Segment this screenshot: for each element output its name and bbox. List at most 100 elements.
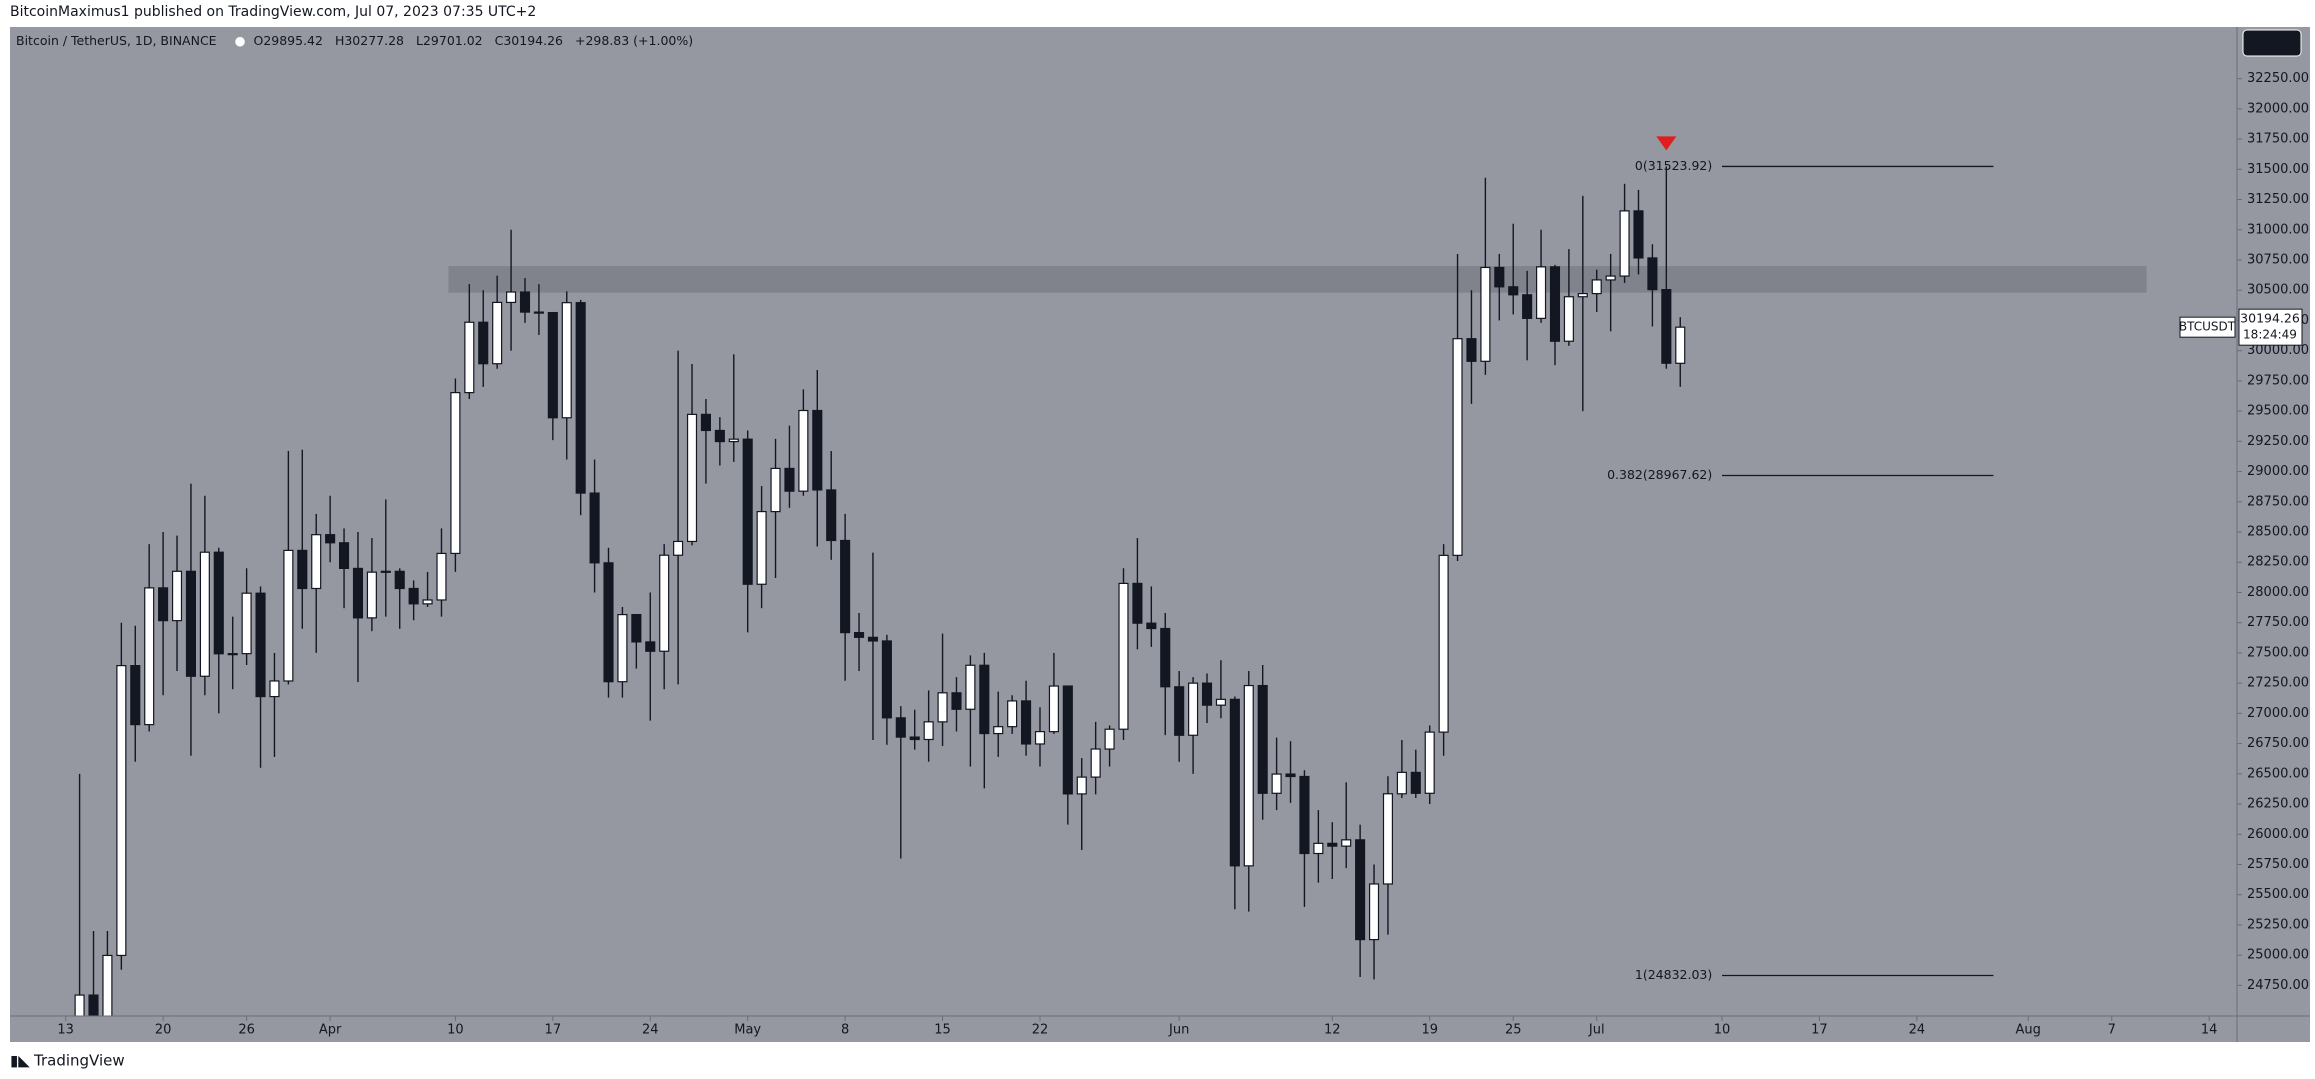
ohlc-value: 29895.42: [263, 33, 323, 48]
ohlc-label: O: [253, 33, 263, 48]
y-tick-label: 27250.00: [2247, 676, 2309, 691]
x-tick-label: 19: [1421, 1023, 1438, 1038]
candle-body: [1341, 839, 1352, 847]
candle-body: [394, 570, 405, 590]
candle-body: [352, 567, 364, 619]
y-tick-label: 30750.00: [2247, 252, 2309, 267]
y-tick-label: 30500.00: [2247, 283, 2309, 298]
bar-countdown: 18:24:49: [2243, 328, 2297, 342]
candle-body: [742, 438, 753, 585]
candle-body: [589, 492, 600, 564]
ohlc-value: 30277.28: [344, 33, 404, 48]
candle-body: [909, 736, 920, 741]
candle-body: [1229, 698, 1240, 867]
candle-body: [1201, 682, 1213, 706]
candle-body: [965, 664, 976, 710]
y-tick-label: 27500.00: [2247, 645, 2309, 660]
last-price-box: [2238, 308, 2303, 346]
x-tick-label: 14: [2201, 1023, 2218, 1038]
candle-body: [881, 640, 892, 719]
candle-body: [1438, 554, 1449, 733]
candle-body: [826, 489, 837, 542]
y-tick-label: 29250.00: [2247, 434, 2309, 449]
y-tick-label: 31500.00: [2247, 162, 2309, 177]
x-tick-label: Apr: [319, 1023, 342, 1038]
candle-body: [1327, 842, 1338, 847]
candle-body: [408, 587, 419, 605]
candle-body: [158, 587, 169, 622]
status-dot: ●: [235, 33, 246, 48]
candle-body: [617, 613, 628, 683]
candle-body: [659, 554, 670, 652]
candle-body: [1104, 728, 1115, 750]
candle-body: [1368, 883, 1380, 941]
candle-body: [673, 540, 684, 556]
candle-body: [1021, 700, 1032, 745]
candle-body: [533, 311, 544, 314]
x-tick-label: 22: [1032, 1023, 1049, 1038]
y-tick-label: 27000.00: [2247, 706, 2309, 721]
candle-body: [631, 613, 642, 643]
candle-body: [575, 302, 586, 494]
x-tick-label: Aug: [2016, 1023, 2041, 1038]
fib-label: 0(31523.92): [1635, 158, 1712, 173]
settings-button[interactable]: [2242, 29, 2302, 57]
candle-body: [102, 954, 113, 1016]
candle-body: [1118, 582, 1129, 730]
y-tick-label: 32250.00: [2247, 71, 2309, 86]
x-tick-label: 7: [2108, 1023, 2116, 1038]
ohlc-label: H: [335, 33, 344, 48]
candle-body: [1146, 622, 1157, 630]
candle-body: [1090, 748, 1101, 778]
candle-body: [1034, 731, 1046, 745]
candle-body: [1215, 698, 1226, 706]
x-tick-label: Jul: [1588, 1023, 1605, 1038]
y-tick-label: 26250.00: [2247, 797, 2309, 812]
candle-body: [840, 539, 851, 634]
axes: 24750.00 25000.00 25250.00 25500.00 25750.00…: [57, 71, 2309, 1037]
x-tick-label: 25: [1505, 1023, 1522, 1038]
candle-body: [937, 692, 948, 723]
candle-body: [1160, 627, 1171, 688]
x-tick-label: May: [734, 1023, 761, 1038]
candle-body: [993, 726, 1004, 735]
candle-body: [1522, 294, 1533, 319]
y-tick-label: 29500.00: [2247, 404, 2309, 419]
candle-body: [603, 562, 614, 683]
candle-body: [784, 467, 795, 492]
candle-body: [756, 510, 767, 585]
ohlc-label: L: [416, 33, 423, 48]
candle-body: [1188, 682, 1199, 736]
candle-body: [853, 632, 865, 638]
x-tick-label: 24: [642, 1023, 659, 1038]
candle-body: [1062, 685, 1073, 795]
candle-body: [130, 665, 141, 726]
x-tick-label: 10: [447, 1023, 464, 1038]
candle-body: [1355, 839, 1366, 941]
candle-body: [700, 413, 711, 432]
candle-body: [269, 680, 280, 698]
candle-body: [895, 717, 906, 738]
candle-body: [297, 549, 308, 590]
candle-body: [1313, 842, 1324, 855]
symbol-tag: BTCUSDT: [2179, 320, 2236, 334]
x-tick-label: 13: [57, 1023, 74, 1038]
y-tick-label: 31250.00: [2247, 192, 2309, 207]
candle-body: [1285, 773, 1296, 778]
candle-body: [144, 587, 155, 726]
x-tick-label: 17: [545, 1023, 562, 1038]
candle-body: [812, 409, 823, 491]
candle-body: [1466, 338, 1477, 362]
candle-body: [338, 542, 350, 570]
candle-body: [492, 301, 503, 365]
tradingview-logo: ▮◣: [10, 1052, 30, 1070]
candle-body: [714, 429, 725, 443]
candle-body: [1132, 582, 1143, 624]
x-tick-label: 20: [155, 1023, 172, 1038]
y-tick-label: 30000.00: [2247, 343, 2309, 358]
y-tick-label: 25500.00: [2247, 887, 2309, 902]
candle-body: [951, 692, 962, 710]
x-tick-label: 10: [1714, 1023, 1731, 1038]
y-tick-label: 28750.00: [2247, 494, 2309, 509]
candle-body: [325, 534, 336, 544]
